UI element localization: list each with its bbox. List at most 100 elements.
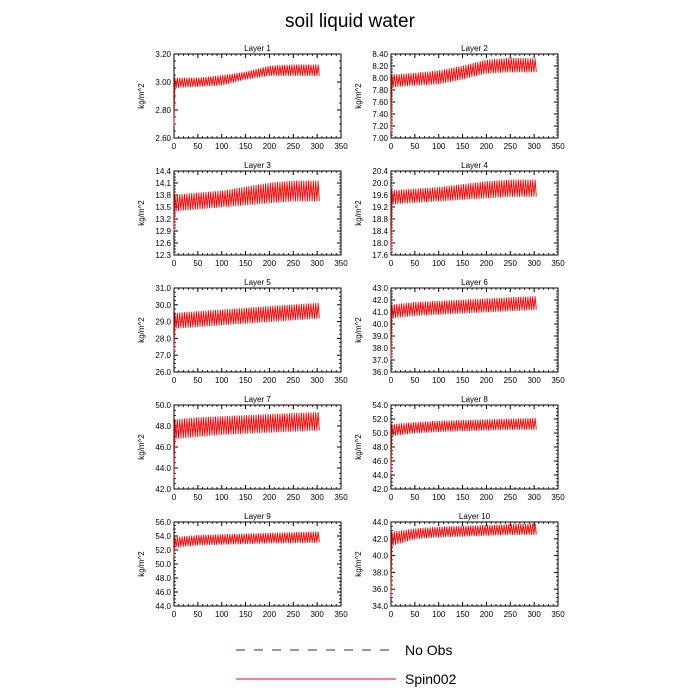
y-tick-label: 28.0 xyxy=(155,334,171,343)
panel-title: Layer 2 xyxy=(461,44,488,53)
y-tick-label: 50.0 xyxy=(155,401,171,410)
y-tick-label: 3.20 xyxy=(155,50,171,59)
y-tick-label: 27.0 xyxy=(155,351,171,360)
x-tick-label: 50 xyxy=(410,142,419,151)
series-line-spin002 xyxy=(173,64,320,127)
y-axis-label: kg/m^2 xyxy=(354,200,363,226)
x-tick-label: 150 xyxy=(239,259,253,268)
x-tick-label: 50 xyxy=(193,493,202,502)
x-tick-label: 350 xyxy=(551,142,565,151)
x-tick-label: 0 xyxy=(172,376,177,385)
y-axis-label: kg/m^2 xyxy=(137,83,146,109)
y-tick-label: 46.0 xyxy=(372,457,388,466)
plot-frame xyxy=(390,53,559,139)
panel-title: Layer 6 xyxy=(461,278,488,287)
x-tick-label: 150 xyxy=(239,610,253,619)
series-line-spin002 xyxy=(173,302,320,352)
x-tick-label: 350 xyxy=(551,610,565,619)
y-tick-label: 17.6 xyxy=(372,251,388,260)
x-tick-label: 150 xyxy=(456,142,470,151)
y-axis-label: kg/m^2 xyxy=(354,551,363,577)
panels: Layer 1 kg/m^2 0 50 100 150 200 250 300 350 2.60 2.… xyxy=(137,44,565,619)
x-tick-label: 200 xyxy=(263,376,277,385)
x-tick-label: 50 xyxy=(193,259,202,268)
x-tick-label: 350 xyxy=(334,259,348,268)
x-tick-label: 100 xyxy=(215,610,229,619)
x-tick-label: 250 xyxy=(504,376,518,385)
x-tick-label: 200 xyxy=(480,142,494,151)
panel-layer-3: Layer 3 kg/m^2 0 50 100 150 200 250 300 350 12.3 12… xyxy=(137,161,348,268)
x-tick-label: 50 xyxy=(410,610,419,619)
x-tick-label: 350 xyxy=(551,259,565,268)
x-tick-label: 100 xyxy=(215,376,229,385)
y-tick-label: 12.6 xyxy=(155,239,171,248)
y-tick-label: 54.0 xyxy=(372,401,388,410)
y-tick-label: 50.0 xyxy=(372,429,388,438)
y-tick-label: 30.0 xyxy=(155,301,171,310)
x-tick-label: 300 xyxy=(527,610,541,619)
panel-title: Layer 5 xyxy=(244,278,271,287)
y-tick-label: 7.00 xyxy=(372,134,388,143)
y-tick-label: 19.2 xyxy=(372,203,388,212)
y-tick-label: 40.0 xyxy=(372,552,388,561)
series-line-spin002 xyxy=(390,417,537,476)
y-tick-label: 7.40 xyxy=(372,110,388,119)
panel-title: Layer 4 xyxy=(461,161,488,170)
x-tick-label: 0 xyxy=(389,142,394,151)
y-tick-label: 29.0 xyxy=(155,318,171,327)
x-tick-label: 50 xyxy=(410,376,419,385)
legend: No Obs Spin002 xyxy=(236,642,457,687)
y-tick-label: 34.0 xyxy=(372,602,388,611)
x-tick-label: 350 xyxy=(551,376,565,385)
legend-label-spin002: Spin002 xyxy=(405,671,457,687)
y-tick-label: 42.0 xyxy=(372,485,388,494)
figure-title: soil liquid water xyxy=(285,11,416,32)
y-tick-label: 44.0 xyxy=(155,464,171,473)
y-tick-label: 12.3 xyxy=(155,251,171,260)
y-tick-label: 2.60 xyxy=(155,134,171,143)
series-line-spin002 xyxy=(173,531,320,558)
x-tick-label: 250 xyxy=(504,610,518,619)
x-tick-label: 250 xyxy=(287,142,301,151)
x-tick-label: 100 xyxy=(432,376,446,385)
y-tick-label: 8.20 xyxy=(372,62,388,71)
y-tick-label: 7.60 xyxy=(372,98,388,107)
x-tick-label: 300 xyxy=(310,610,324,619)
series-line-spin002 xyxy=(390,523,537,598)
series-line-spin002 xyxy=(390,296,537,361)
x-tick-label: 250 xyxy=(504,259,518,268)
y-tick-label: 14.4 xyxy=(155,167,171,176)
y-tick-label: 20.0 xyxy=(372,179,388,188)
series-line-spin002 xyxy=(173,180,320,232)
x-tick-label: 150 xyxy=(456,376,470,385)
y-axis-label: kg/m^2 xyxy=(137,434,146,460)
y-axis-label: kg/m^2 xyxy=(137,551,146,577)
x-tick-label: 100 xyxy=(432,259,446,268)
x-tick-label: 350 xyxy=(334,142,348,151)
panel-title: Layer 7 xyxy=(244,395,271,404)
x-tick-label: 200 xyxy=(263,142,277,151)
x-tick-label: 150 xyxy=(456,610,470,619)
y-tick-label: 42.0 xyxy=(372,296,388,305)
y-tick-label: 42.0 xyxy=(155,485,171,494)
y-tick-label: 7.20 xyxy=(372,122,388,131)
x-tick-label: 100 xyxy=(215,259,229,268)
x-tick-label: 300 xyxy=(310,259,324,268)
y-tick-label: 44.0 xyxy=(155,602,171,611)
panel-layer-7: Layer 7 kg/m^2 0 50 100 150 200 250 300 350 42.0 44… xyxy=(137,395,348,502)
y-axis-label: kg/m^2 xyxy=(354,317,363,343)
legend-label-no-obs: No Obs xyxy=(405,642,452,658)
x-tick-label: 0 xyxy=(172,259,177,268)
x-tick-label: 0 xyxy=(172,610,177,619)
y-tick-label: 39.0 xyxy=(372,332,388,341)
x-tick-label: 200 xyxy=(480,259,494,268)
y-tick-label: 18.8 xyxy=(372,215,388,224)
y-tick-label: 14.1 xyxy=(155,179,171,188)
x-tick-label: 250 xyxy=(504,493,518,502)
x-tick-label: 200 xyxy=(480,610,494,619)
y-tick-label: 36.0 xyxy=(372,585,388,594)
y-tick-label: 7.80 xyxy=(372,86,388,95)
y-tick-label: 56.0 xyxy=(155,518,171,527)
x-tick-label: 200 xyxy=(263,610,277,619)
